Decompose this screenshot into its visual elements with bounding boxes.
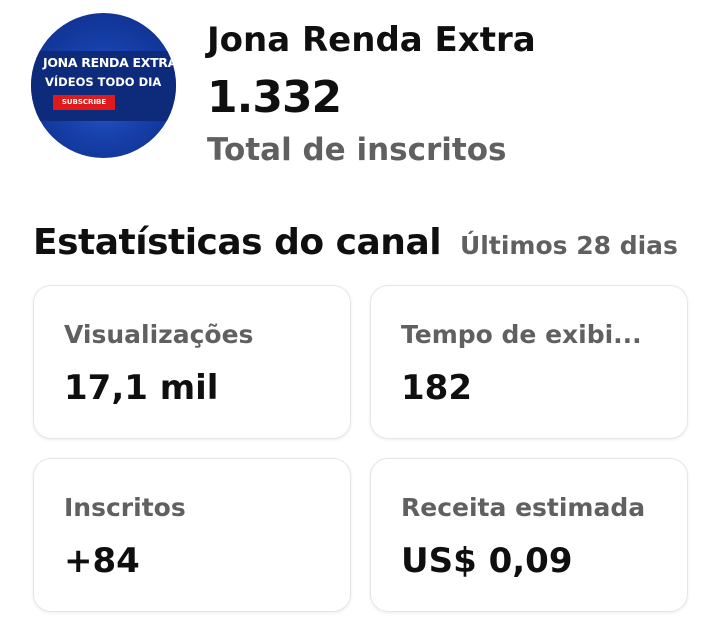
avatar-text: VÍDEOS TODO DIA [45,75,162,89]
stat-value: 17,1 mil [64,368,219,408]
stat-label: Receita estimada [401,493,646,522]
channel-name: Jona Renda Extra [207,20,536,60]
stat-label: Tempo de exibi... [401,320,642,349]
stat-label: Inscritos [64,493,186,522]
stat-card-watch-time[interactable]: Tempo de exibi... 182 [370,285,688,439]
stat-value: US$ 0,09 [401,541,573,581]
stat-label: Visualizações [64,320,254,349]
channel-avatar[interactable]: JONA RENDA EXTRA VÍDEOS TODO DIA SUBSCRI… [31,13,176,158]
period-label: Últimos 28 dias [460,231,678,260]
avatar-subscribe-badge: SUBSCRIBE [53,95,115,110]
stat-value: 182 [401,368,472,408]
subscriber-count: 1.332 [207,72,342,123]
stat-card-subscribers[interactable]: Inscritos +84 [33,458,351,612]
section-title: Estatísticas do canal [33,222,442,263]
stat-value: +84 [64,541,140,581]
avatar-text: JONA RENDA EXTRA [43,55,176,70]
subscriber-label: Total de inscritos [207,132,507,168]
stat-card-revenue[interactable]: Receita estimada US$ 0,09 [370,458,688,612]
stat-card-views[interactable]: Visualizações 17,1 mil [33,285,351,439]
